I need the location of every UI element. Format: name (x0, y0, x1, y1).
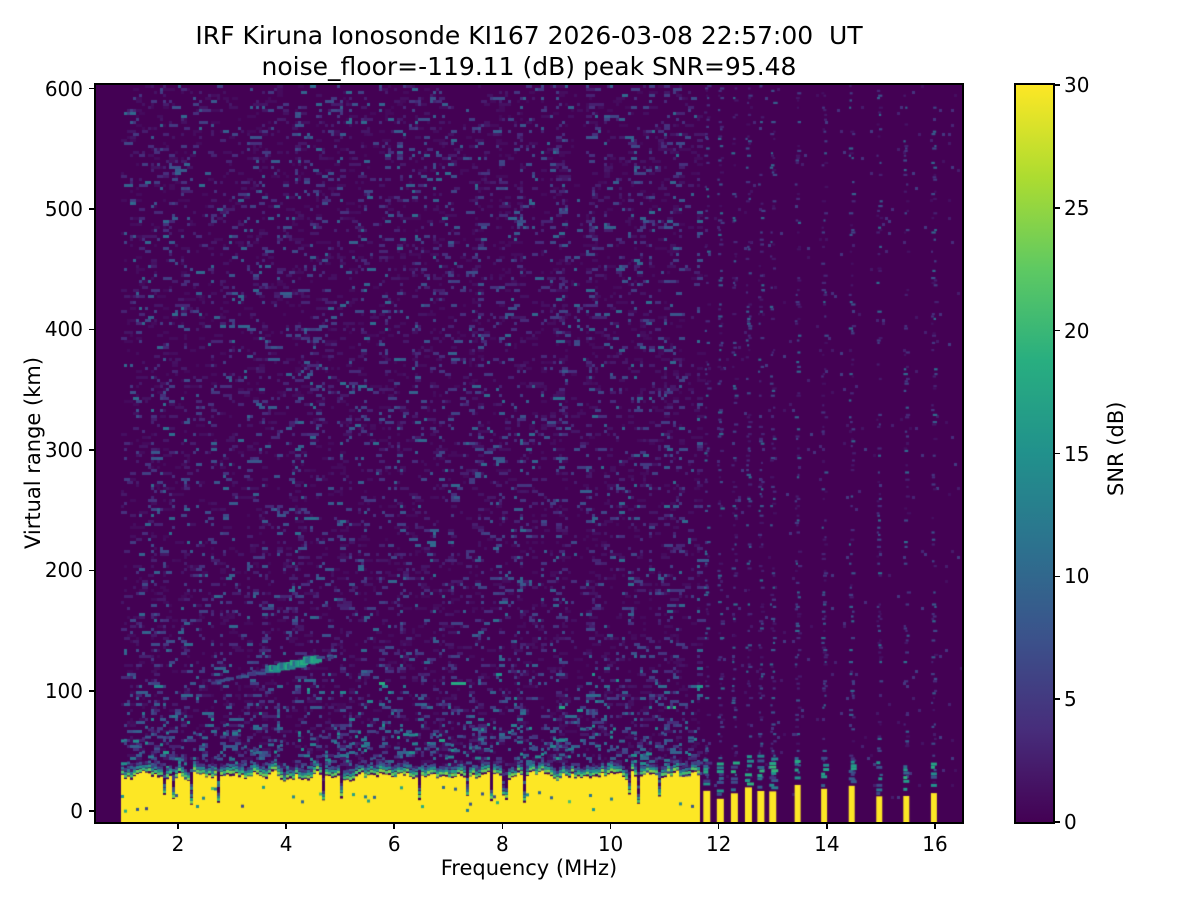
y-tick-mark (89, 689, 96, 692)
colorbar-tick-label: 5 (1064, 687, 1077, 712)
x-tick-mark (501, 822, 504, 829)
colorbar-tick-mark (1053, 84, 1060, 86)
x-tick-label: 12 (705, 832, 732, 856)
colorbar-tick-label: 10 (1064, 564, 1090, 589)
y-tick-label: 200 (44, 558, 83, 583)
colorbar-label: SNR (dB) (1104, 401, 1128, 497)
x-tick-label: 4 (279, 832, 293, 856)
colorbar-tick-label: 30 (1064, 73, 1090, 97)
colorbar-tick-mark (1053, 452, 1060, 455)
x-tick-mark (717, 822, 720, 829)
y-tick-mark (89, 87, 96, 90)
x-tick-mark (285, 822, 287, 829)
colorbar-tick-label: 0 (1064, 810, 1077, 834)
colorbar (1016, 85, 1053, 822)
x-tick-label: 14 (814, 832, 840, 856)
x-tick-label: 16 (922, 832, 948, 856)
y-tick-label: 500 (44, 197, 83, 222)
x-tick-mark (826, 822, 828, 829)
colorbar-tick-mark (1053, 207, 1060, 209)
x-tick-mark (393, 822, 396, 829)
y-tick-mark (89, 810, 96, 812)
ionogram-heatmap (96, 85, 962, 822)
y-tick-label: 300 (44, 437, 83, 462)
x-tick-mark (934, 822, 936, 829)
y-tick-mark (89, 449, 96, 451)
y-tick-label: 400 (44, 317, 83, 342)
y-tick-label: 100 (44, 678, 83, 703)
colorbar-tick-mark (1053, 329, 1060, 332)
x-axis-label: Frequency (MHz) (440, 856, 618, 880)
y-tick-label: 600 (44, 76, 83, 101)
colorbar-tick-label: 20 (1064, 318, 1090, 343)
colorbar-tick-mark (1053, 698, 1060, 700)
x-tick-label: 10 (597, 832, 624, 856)
x-tick-label: 8 (496, 832, 509, 856)
plot-title-line-1: IRF Kiruna Ionosonde KI167 2026-03-08 22… (195, 21, 863, 50)
y-tick-mark (89, 569, 96, 572)
x-tick-mark (177, 822, 179, 829)
x-tick-mark (609, 822, 612, 829)
colorbar-tick-mark (1053, 575, 1060, 578)
plot-title-line-2: noise_floor=-119.11 (dB) peak SNR=95.48 (261, 52, 797, 81)
x-tick-label: 2 (171, 832, 185, 856)
y-tick-mark (89, 328, 96, 331)
colorbar-tick-mark (1053, 821, 1060, 823)
colorbar-tick-label: 25 (1064, 195, 1090, 220)
x-tick-label: 6 (387, 832, 401, 856)
colorbar-tick-label: 15 (1064, 441, 1090, 466)
y-tick-label: 0 (70, 799, 83, 824)
y-tick-mark (89, 208, 96, 210)
